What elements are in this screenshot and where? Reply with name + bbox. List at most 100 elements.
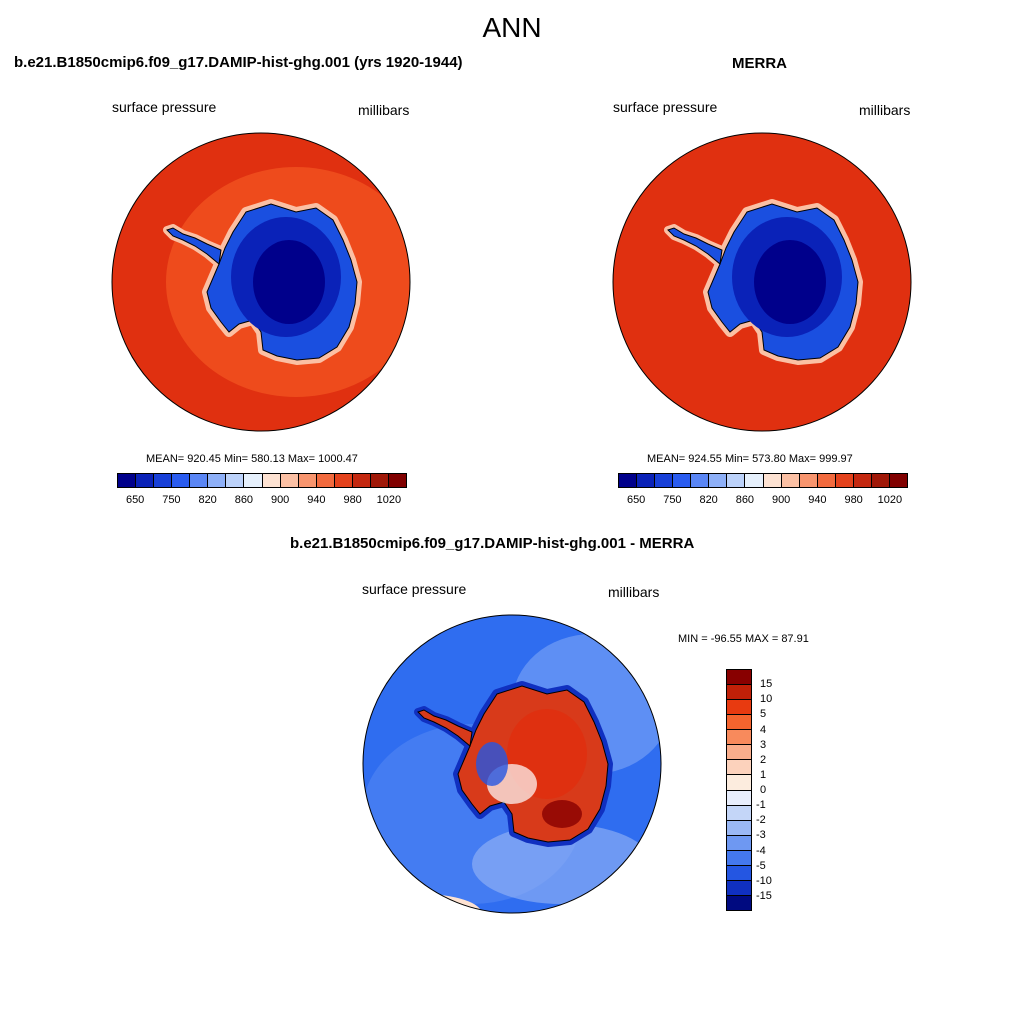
colorbar-tick-label: 860: [234, 494, 254, 506]
colorbar-swatch: [655, 474, 674, 487]
colorbar-swatch: [727, 685, 751, 701]
map-boundary: [111, 132, 411, 432]
colorbar-swatch: [727, 880, 751, 896]
colorbar-swatch: [190, 474, 209, 487]
colorbar-swatch: [709, 474, 728, 487]
colorbar-swatch: [727, 865, 751, 881]
colorbar-tick-label: 940: [307, 494, 326, 506]
colorbar-swatch: [727, 700, 751, 716]
colorbar-tick-label: 15: [760, 678, 773, 691]
colorbar-swatch: [154, 474, 173, 487]
panel-left-variable-label: surface pressure: [112, 99, 217, 115]
colorbar-swatch: [799, 474, 818, 487]
colorbar-tick-label: 1: [760, 768, 767, 781]
plateau-core: [253, 240, 325, 324]
panel-diff-title: b.e21.B1850cmip6.f09_g17.DAMIP-hist-ghg.…: [290, 535, 695, 552]
colorbar-tick-label: 650: [125, 494, 145, 506]
panel-right-colorbar: [618, 473, 908, 488]
colorbar-swatch: [280, 474, 299, 487]
colorbar-tick-label: -2: [756, 814, 766, 827]
colorbar-swatch: [352, 474, 371, 487]
colorbar-swatch: [118, 474, 137, 487]
panel-diff-colorbar-ticks: 15 10 5 4 3 2 1 0 -1 -2 -3 -4 -5 -10 -15: [756, 669, 800, 911]
colorbar-swatch: [727, 745, 751, 761]
panel-left-colorbar: [117, 473, 407, 488]
colorbar-swatch: [316, 474, 335, 487]
panel-diff-stats: MIN = -96.55 MAX = 87.91: [678, 633, 809, 645]
colorbar-swatch: [244, 474, 263, 487]
colorbar-swatch: [727, 760, 751, 776]
map-boundary: [612, 132, 912, 432]
panel-diff-map: [362, 614, 662, 914]
colorbar-swatch: [817, 474, 836, 487]
colorbar-swatch: [691, 474, 710, 487]
colorbar-tick-label: 3: [760, 738, 767, 751]
colorbar-swatch: [208, 474, 227, 487]
panel-right-units-label: millibars: [859, 102, 911, 118]
colorbar-tick-label: 820: [699, 494, 718, 506]
colorbar-tick-label: -1: [756, 799, 766, 812]
colorbar-swatch: [673, 474, 692, 487]
panel-diff-units-label: millibars: [608, 584, 660, 600]
panel-right-variable-label: surface pressure: [613, 99, 718, 115]
colorbar-swatch: [889, 474, 907, 487]
colorbar-tick-label: 980: [343, 494, 362, 506]
colorbar-swatch: [136, 474, 155, 487]
land-anomaly-patch: [542, 800, 582, 828]
colorbar-swatch: [172, 474, 191, 487]
plateau-core: [754, 240, 826, 324]
panel-left-stats: MEAN= 920.45 Min= 580.13 Max= 1000.47: [146, 453, 358, 465]
colorbar-tick-label: -10: [756, 874, 772, 887]
colorbar-swatch: [745, 474, 764, 487]
antarctic-peninsula: [667, 227, 723, 265]
colorbar-tick-label: 10: [760, 693, 773, 706]
colorbar-swatch: [727, 850, 751, 866]
land-anomaly-patch: [476, 742, 508, 786]
antarctic-peninsula: [166, 227, 222, 265]
colorbar-swatch: [727, 895, 751, 910]
colorbar-tick-label: 5: [760, 708, 767, 721]
colorbar-swatch: [727, 715, 751, 731]
colorbar-swatch: [727, 670, 751, 686]
ocean-anomaly-band: [363, 894, 482, 913]
colorbar-swatch: [727, 820, 751, 836]
colorbar-swatch: [226, 474, 245, 487]
colorbar-tick-label: 1020: [877, 494, 903, 506]
panel-left-colorbar-ticks: 650 750 820 860 900 940 980 1020: [117, 494, 407, 508]
colorbar-tick-label: 980: [844, 494, 863, 506]
colorbar-tick-label: 820: [198, 494, 217, 506]
colorbar-tick-label: 750: [162, 494, 181, 506]
map-boundary: [362, 614, 662, 914]
panel-left-units-label: millibars: [358, 102, 410, 118]
panel-diff-colorbar: [726, 669, 752, 911]
colorbar-swatch: [853, 474, 872, 487]
colorbar-swatch: [727, 805, 751, 821]
colorbar-swatch: [727, 835, 751, 851]
colorbar-swatch: [334, 474, 353, 487]
colorbar-swatch: [871, 474, 890, 487]
figure-title: ANN: [482, 12, 542, 43]
colorbar-swatch: [370, 474, 389, 487]
colorbar-swatch: [262, 474, 281, 487]
colorbar-swatch: [388, 474, 406, 487]
panel-right-colorbar-ticks: 650 750 820 860 900 940 980 1020: [618, 494, 908, 508]
colorbar-swatch: [637, 474, 656, 487]
colorbar-tick-label: 750: [663, 494, 682, 506]
colorbar-swatch: [298, 474, 317, 487]
colorbar-tick-label: -15: [756, 889, 772, 902]
panel-left-title: b.e21.B1850cmip6.f09_g17.DAMIP-hist-ghg.…: [14, 54, 463, 71]
colorbar-tick-label: -3: [756, 829, 766, 842]
colorbar-tick-label: 860: [735, 494, 755, 506]
colorbar-swatch: [727, 730, 751, 746]
colorbar-tick-label: -4: [756, 844, 766, 857]
panel-diff-variable-label: surface pressure: [362, 581, 467, 597]
colorbar-swatch: [835, 474, 854, 487]
colorbar-tick-label: 1020: [376, 494, 402, 506]
panel-left-map: [111, 132, 411, 432]
colorbar-swatch: [727, 790, 751, 806]
colorbar-tick-label: -5: [756, 859, 766, 872]
antarctic-peninsula: [417, 709, 473, 747]
colorbar-swatch: [727, 775, 751, 791]
panel-right-title: MERRA: [732, 55, 787, 72]
colorbar-swatch: [727, 474, 746, 487]
